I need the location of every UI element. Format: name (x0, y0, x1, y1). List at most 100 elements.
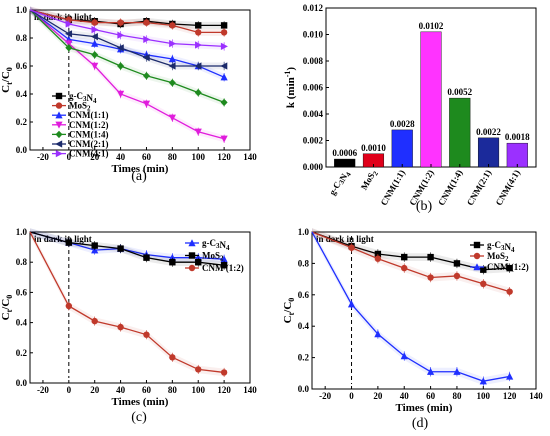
x-tick-label: 20 (90, 152, 100, 162)
series-3 (29, 6, 228, 143)
legend-label-sub: 2 (505, 255, 509, 263)
x-tick-label: 0 (67, 152, 72, 162)
x-tick-label: 60 (142, 152, 152, 162)
series-1 (29, 6, 228, 37)
data-point (348, 244, 355, 251)
panel-label: (b) (416, 199, 433, 214)
category-label: CNM(1:1) (379, 168, 407, 207)
y-tick-label: 1.0 (16, 5, 28, 15)
series-line (29, 9, 225, 140)
data-point (401, 264, 408, 272)
legend-label: CNM (1:2) (202, 263, 244, 273)
x-tick-label: 20 (90, 385, 100, 395)
y-axis-label-part: t (287, 312, 296, 315)
x-tick-label: 140 (529, 391, 543, 401)
legend-label: MoS2 (202, 251, 224, 263)
panel-label: (c) (131, 410, 147, 425)
panel-0: -20 0 20 40 60 80 100 120 1400.00.20.40.60.81.0T… (0, 5, 257, 175)
data-point (453, 260, 461, 267)
data-point (480, 280, 487, 288)
y-axis-label-part: t (5, 82, 14, 85)
series-line (311, 231, 510, 293)
y-axis-label-part: /C (0, 299, 12, 311)
data-point (168, 62, 176, 70)
data-point (506, 372, 514, 380)
series-4 (29, 6, 228, 107)
series-error-band (312, 228, 510, 296)
data-point (427, 274, 434, 281)
data-point (401, 253, 408, 261)
data-point (427, 253, 434, 261)
series-line (29, 9, 225, 34)
y-tick-label: 0.008 (303, 56, 324, 66)
data-point (479, 377, 487, 385)
legend-label-sub: 4 (93, 97, 97, 105)
dark-light-annotation: in dark in light (34, 234, 92, 244)
data-point (400, 352, 408, 360)
y-axis-label-part: /C (282, 302, 294, 314)
x-tick-label: 40 (400, 391, 410, 401)
x-tick-label: 140 (243, 385, 257, 395)
legend-label-sub: 2 (220, 255, 224, 263)
legend-label-part: g-C (487, 240, 501, 250)
data-point (142, 54, 150, 62)
data-point (506, 264, 513, 272)
x-tick-label: 60 (426, 391, 436, 401)
data-point (480, 266, 487, 273)
data-point (143, 254, 150, 261)
x-tick-label: 40 (116, 152, 126, 162)
x-tick-label: -20 (37, 385, 49, 395)
legend-marker (188, 252, 196, 259)
data-point (169, 22, 176, 29)
y-axis-label-part: -1 (283, 71, 292, 78)
data-point (117, 31, 125, 39)
legend-marker (55, 121, 63, 129)
data-point (426, 367, 435, 375)
data-point (220, 22, 228, 29)
x-axis-label: Times (min) (112, 163, 169, 175)
data-point (453, 272, 461, 280)
data-point (168, 114, 176, 122)
y-tick-label: 0.4 (16, 89, 28, 99)
bar-value-label: 0.0052 (447, 87, 472, 97)
data-point (195, 22, 202, 29)
y-axis-label-part: C (282, 315, 294, 323)
y-tick-label: 0.000 (303, 162, 324, 172)
data-point (91, 51, 99, 59)
bar (420, 31, 442, 168)
x-tick-label: 120 (503, 391, 517, 401)
data-point (195, 366, 202, 373)
x-tick-label: 120 (217, 385, 231, 395)
data-point (194, 62, 202, 70)
data-point (65, 30, 73, 38)
legend-label-part: MoS (202, 251, 220, 261)
category-label: CNM(1:4) (436, 168, 464, 207)
data-point (195, 41, 203, 49)
data-point (220, 29, 228, 36)
y-tick-label: 1.0 (16, 227, 28, 237)
bar-value-label: 0.0022 (476, 127, 501, 137)
category-label: CNM(4:1) (494, 168, 522, 207)
legend-label-part: MoS (69, 101, 87, 111)
data-point (117, 62, 125, 70)
bar-value-label: 0.0010 (361, 143, 386, 153)
legend-label-sub: 3 (83, 95, 87, 103)
legend-label: g-C3N4 (69, 91, 97, 105)
panel-3: -20 0 20 40 60 80 100 120 1400.00.20.40.60.81.0T… (282, 227, 543, 414)
data-point (143, 35, 151, 43)
data-point (169, 354, 176, 361)
x-axis-label: Times (min) (396, 402, 453, 414)
legend: g-C3N4MoS2CNM(1:1)CNM(1:2)CNM(1:4)CNM(2:… (52, 91, 109, 159)
bar-value-label: 0.0018 (505, 132, 530, 142)
data-point (220, 73, 228, 81)
panel-2: -20 0 20 40 60 80 100 120 1400.00.20.40.60.81.0T… (0, 227, 257, 408)
legend-label-sub: 2 (87, 105, 91, 113)
series-error-band (30, 228, 225, 263)
x-tick-label: 120 (217, 152, 231, 162)
legend-label-sub: 4 (226, 244, 230, 252)
legend-label: CNM(1:4) (69, 129, 109, 139)
x-axis-label: Times (min) (112, 396, 169, 408)
series-1 (311, 228, 513, 297)
legend-label: CNM(4:1) (69, 149, 109, 159)
